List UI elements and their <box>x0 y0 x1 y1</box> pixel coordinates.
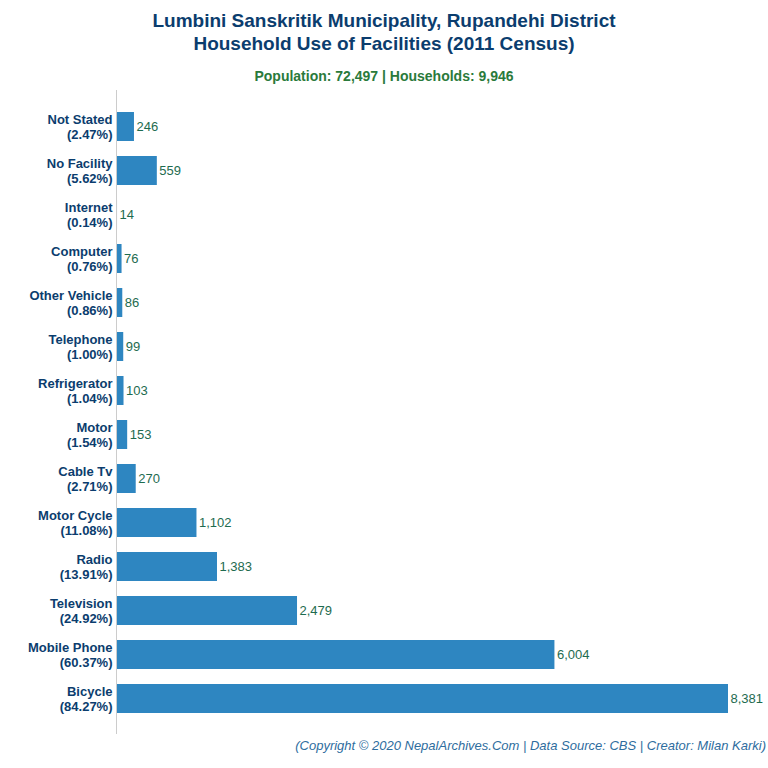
svg-text:103: 103 <box>126 383 148 398</box>
html-text:(Copyright © 2020 NepalArchive: (Copyright © 2020 NepalArchives.Com | Da… <box>295 738 766 753</box>
svg-text:Motor(1.54%): Motor(1.54%) <box>67 420 113 449</box>
svg-text:99: 99 <box>126 339 140 354</box>
svg-text:14: 14 <box>120 207 134 222</box>
svg-text:Radio(13.91%): Radio(13.91%) <box>60 552 113 581</box>
svg-text:86: 86 <box>125 295 139 310</box>
svg-text:Telephone(1.00%): Telephone(1.00%) <box>48 332 112 361</box>
svg-text:2,479: 2,479 <box>300 603 333 618</box>
svg-text:Cable Tv(2.71%): Cable Tv(2.71%) <box>58 464 113 493</box>
svg-text:76: 76 <box>124 251 138 266</box>
svg-text:1,102: 1,102 <box>199 515 232 530</box>
svg-text:Computer(0.76%): Computer(0.76%) <box>51 244 112 273</box>
svg-text:Television(24.92%): Television(24.92%) <box>50 596 113 625</box>
svg-text:559: 559 <box>159 163 181 178</box>
svg-text:270: 270 <box>138 471 160 486</box>
svg-text:1,383: 1,383 <box>219 559 252 574</box>
svg-text:No Facility(5.62%): No Facility(5.62%) <box>47 156 114 185</box>
svg-text:Mobile Phone(60.37%): Mobile Phone(60.37%) <box>28 640 113 669</box>
html-text:Lumbini Sanskritik Municipalit: Lumbini Sanskritik Municipality, Rupande… <box>152 10 616 54</box>
svg-text:Not Stated(2.47%): Not Stated(2.47%) <box>48 112 113 141</box>
svg-text:246: 246 <box>136 119 158 134</box>
svg-text:Motor Cycle(11.08%): Motor Cycle(11.08%) <box>38 508 112 537</box>
svg-text:Other Vehicle(0.86%): Other Vehicle(0.86%) <box>29 288 112 317</box>
html-text:Population: 72,497 | Household: Population: 72,497 | Households: 9,946 <box>254 68 514 84</box>
svg-text:Bicycle(84.27%): Bicycle(84.27%) <box>60 684 113 713</box>
svg-text:Internet(0.14%): Internet(0.14%) <box>65 200 113 229</box>
svg-text:8,381: 8,381 <box>731 691 764 706</box>
svg-text:6,004: 6,004 <box>557 647 590 662</box>
svg-text:Refrigerator(1.04%): Refrigerator(1.04%) <box>38 376 112 405</box>
svg-text:153: 153 <box>130 427 152 442</box>
